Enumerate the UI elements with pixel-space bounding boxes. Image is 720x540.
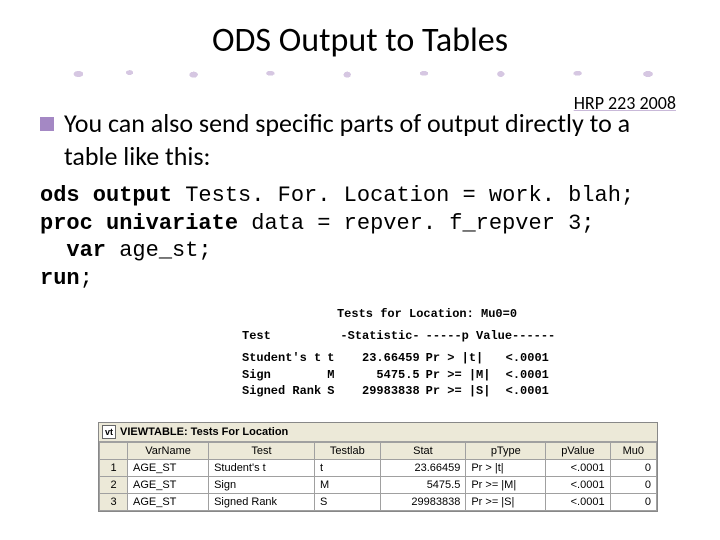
tests-name: Signed Rank (242, 383, 327, 399)
table-row[interactable]: 1 AGE_ST Student's t t 23.66459 Pr > |t|… (100, 460, 657, 477)
viewtable-grid[interactable]: VarName Test Testlab Stat pType pValue M… (99, 442, 657, 511)
viewtable-col-ptype[interactable]: pType (466, 443, 546, 460)
code-kw-proc-univariate: proc univariate (40, 211, 238, 236)
cell-ptype[interactable]: Pr >= |S| (466, 494, 546, 511)
cell-varname[interactable]: AGE_ST (128, 494, 209, 511)
code-line1-rest: Tests. For. Location = work. blah; (172, 183, 634, 208)
tests-stat: 5475.5 (340, 367, 425, 383)
cell-ptype[interactable]: Pr > |t| (466, 460, 546, 477)
cell-testlab[interactable]: S (314, 494, 380, 511)
tests-stat: 29983838 (340, 383, 425, 399)
cell-pvalue[interactable]: <.0001 (546, 477, 610, 494)
tests-stat: 23.66459 (340, 350, 425, 366)
tests-for-location-output: Tests for Location: Mu0=0 Test -Statisti… (242, 306, 612, 399)
slide-title: ODS Output to Tables (40, 20, 680, 61)
tests-p: <.0001 (506, 383, 562, 399)
tests-output-title: Tests for Location: Mu0=0 (242, 306, 612, 322)
row-number: 1 (100, 460, 128, 477)
cell-varname[interactable]: AGE_ST (128, 477, 209, 494)
course-tag: HRP 223 2008 (574, 92, 676, 114)
tests-p: <.0001 (506, 367, 562, 383)
tests-row: Student's t t 23.66459 Pr > |t| <.0001 (242, 350, 561, 366)
tests-sym: S (327, 383, 340, 399)
viewtable-title-text: VIEWTABLE: Tests For Location (120, 426, 288, 438)
row-number: 3 (100, 494, 128, 511)
viewtable-col-test[interactable]: Test (209, 443, 315, 460)
viewtable-titlebar: vt VIEWTABLE: Tests For Location (99, 423, 657, 442)
code-kw-run: run (40, 266, 80, 291)
code-line3-rest: age_st; (106, 238, 212, 263)
tests-hdr-test: Test (242, 328, 327, 344)
cell-pvalue[interactable]: <.0001 (546, 460, 610, 477)
code-kw-var: var (40, 238, 106, 263)
tests-plabel: Pr > |t| (426, 350, 506, 366)
cell-test[interactable]: Sign (209, 477, 315, 494)
bullet-text: You can also send specific parts of outp… (64, 107, 680, 172)
viewtable-col-stat[interactable]: Stat (380, 443, 466, 460)
row-number: 2 (100, 477, 128, 494)
code-line2-rest: data = repver. f_repver 3; (238, 211, 594, 236)
tests-plabel: Pr >= |S| (426, 383, 506, 399)
cell-varname[interactable]: AGE_ST (128, 460, 209, 477)
tests-row: Signed Rank S 29983838 Pr >= |S| <.0001 (242, 383, 561, 399)
viewtable-window: vt VIEWTABLE: Tests For Location VarName… (98, 422, 658, 512)
tests-plabel: Pr >= |M| (426, 367, 506, 383)
code-kw-ods-output: ods output (40, 183, 172, 208)
cell-mu0[interactable]: 0 (610, 477, 656, 494)
viewtable-col-testlab[interactable]: Testlab (314, 443, 380, 460)
tests-output-table: Test -Statistic- -----p Value------ Stud… (242, 328, 561, 399)
viewtable-corner (100, 443, 128, 460)
cell-testlab[interactable]: M (314, 477, 380, 494)
cell-mu0[interactable]: 0 (610, 494, 656, 511)
tests-p: <.0001 (506, 350, 562, 366)
sas-code-block: ods output Tests. For. Location = work. … (40, 182, 680, 292)
cell-stat[interactable]: 23.66459 (380, 460, 466, 477)
viewtable-col-pvalue[interactable]: pValue (546, 443, 610, 460)
cell-test[interactable]: Student's t (209, 460, 315, 477)
cell-stat[interactable]: 29983838 (380, 494, 466, 511)
cell-ptype[interactable]: Pr >= |M| (466, 477, 546, 494)
tests-name: Student's t (242, 350, 327, 366)
viewtable-col-mu0[interactable]: Mu0 (610, 443, 656, 460)
tests-hdr-pvalue: -----p Value------ (426, 328, 562, 344)
tests-sym: t (327, 350, 340, 366)
tests-row: Sign M 5475.5 Pr >= |M| <.0001 (242, 367, 561, 383)
cell-stat[interactable]: 5475.5 (380, 477, 466, 494)
tests-name: Sign (242, 367, 327, 383)
table-row[interactable]: 3 AGE_ST Signed Rank S 29983838 Pr >= |S… (100, 494, 657, 511)
cell-pvalue[interactable]: <.0001 (546, 494, 610, 511)
viewtable-header-row: VarName Test Testlab Stat pType pValue M… (100, 443, 657, 460)
tests-sym: M (327, 367, 340, 383)
bullet-item: You can also send specific parts of outp… (40, 107, 680, 172)
viewtable-app-icon: vt (102, 425, 116, 439)
cell-test[interactable]: Signed Rank (209, 494, 315, 511)
square-bullet-icon (40, 117, 54, 131)
cell-mu0[interactable]: 0 (610, 460, 656, 477)
cell-testlab[interactable]: t (314, 460, 380, 477)
tests-hdr-statistic: -Statistic- (340, 328, 425, 344)
code-line4-rest: ; (80, 266, 93, 291)
table-row[interactable]: 2 AGE_ST Sign M 5475.5 Pr >= |M| <.0001 … (100, 477, 657, 494)
decorative-brush-underline (40, 67, 680, 81)
viewtable-col-varname[interactable]: VarName (128, 443, 209, 460)
